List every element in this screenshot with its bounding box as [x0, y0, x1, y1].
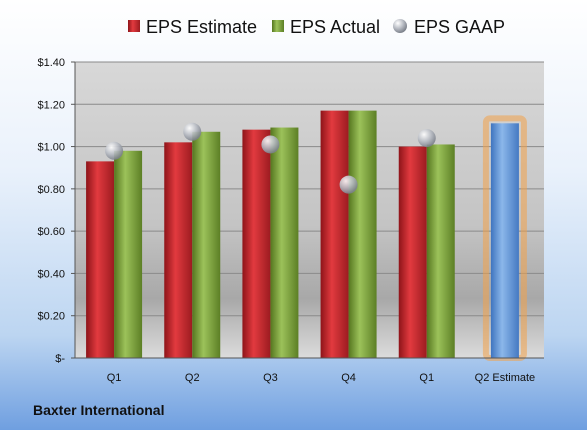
legend-label-actual: EPS Actual — [290, 17, 380, 37]
y-tick-label: $1.20 — [37, 99, 65, 111]
bar-eps-estimate — [398, 146, 427, 358]
y-tick-label: $0.40 — [37, 268, 65, 280]
y-tick-label: $1.40 — [37, 57, 65, 69]
bar-eps-actual — [270, 127, 299, 359]
point-eps-gaap — [261, 135, 280, 154]
bar-eps-actual — [114, 150, 143, 358]
company-name: Baxter International — [33, 402, 165, 418]
legend-swatch-actual — [272, 20, 284, 32]
x-category-label: Q4 — [341, 372, 356, 384]
point-eps-gaap — [105, 141, 124, 160]
bar-eps-estimate — [164, 142, 193, 358]
y-tick-label: $1.00 — [37, 142, 65, 154]
plot-area — [75, 62, 544, 358]
bar-eps-actual — [426, 144, 455, 358]
x-category-label: Q2 Estimate — [475, 372, 536, 384]
x-category-label: Q1 — [419, 372, 434, 384]
point-eps-gaap — [417, 129, 436, 148]
bar-eps-estimate — [320, 110, 349, 358]
y-tick-label: $0.80 — [37, 184, 65, 196]
bar-eps-estimate — [86, 161, 115, 358]
y-tick-label: $0.20 — [37, 311, 65, 323]
bar-eps-forecast — [490, 123, 519, 358]
bars — [86, 110, 527, 361]
legend: EPS Estimate EPS Actual EPS GAAP — [128, 17, 505, 37]
gaap-points — [105, 122, 436, 194]
point-eps-gaap — [183, 122, 202, 141]
x-category-label: Q2 — [185, 372, 200, 384]
gridlines — [75, 61, 544, 359]
legend-label-estimate: EPS Estimate — [146, 17, 257, 37]
x-category-label: Q1 — [107, 372, 122, 384]
legend-swatch-estimate — [128, 20, 140, 32]
point-eps-gaap — [339, 175, 358, 194]
legend-label-gaap: EPS GAAP — [414, 17, 505, 37]
y-tick-label: $0.60 — [37, 226, 65, 238]
y-tick-label: $- — [55, 353, 65, 365]
bar-eps-actual — [192, 131, 221, 358]
x-axis: Q1 Q2 Q3 Q4 Q1 Q2 Estimate — [75, 357, 544, 384]
y-axis: $- $0.20 $0.40 $0.60 $0.80 $1.00 $1.20 $1.40 — [37, 57, 76, 365]
bar-eps-estimate — [242, 129, 271, 358]
x-category-label: Q3 — [263, 372, 278, 384]
bar-eps-actual — [348, 110, 377, 358]
legend-swatch-gaap — [393, 19, 407, 33]
